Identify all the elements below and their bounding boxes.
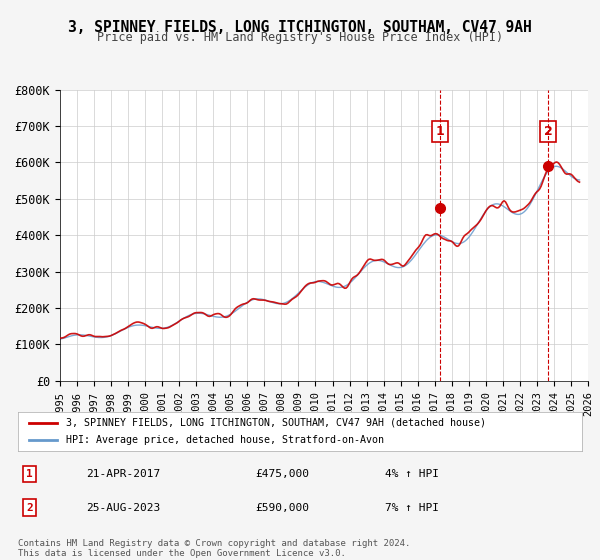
Text: HPI: Average price, detached house, Stratford-on-Avon: HPI: Average price, detached house, Stra… bbox=[66, 435, 384, 445]
Text: 1: 1 bbox=[26, 469, 32, 479]
Text: 21-APR-2017: 21-APR-2017 bbox=[86, 469, 160, 479]
Text: 25-AUG-2023: 25-AUG-2023 bbox=[86, 502, 160, 512]
Text: Contains HM Land Registry data © Crown copyright and database right 2024.: Contains HM Land Registry data © Crown c… bbox=[18, 539, 410, 548]
Text: 7% ↑ HPI: 7% ↑ HPI bbox=[385, 502, 439, 512]
Text: Price paid vs. HM Land Registry's House Price Index (HPI): Price paid vs. HM Land Registry's House … bbox=[97, 31, 503, 44]
Text: 1: 1 bbox=[436, 125, 444, 138]
Text: 3, SPINNEY FIELDS, LONG ITCHINGTON, SOUTHAM, CV47 9AH: 3, SPINNEY FIELDS, LONG ITCHINGTON, SOUT… bbox=[68, 20, 532, 35]
Text: £475,000: £475,000 bbox=[255, 469, 309, 479]
Text: 4% ↑ HPI: 4% ↑ HPI bbox=[385, 469, 439, 479]
Text: 3, SPINNEY FIELDS, LONG ITCHINGTON, SOUTHAM, CV47 9AH (detached house): 3, SPINNEY FIELDS, LONG ITCHINGTON, SOUT… bbox=[66, 418, 486, 428]
Text: This data is licensed under the Open Government Licence v3.0.: This data is licensed under the Open Gov… bbox=[18, 549, 346, 558]
Text: £590,000: £590,000 bbox=[255, 502, 309, 512]
Text: 2: 2 bbox=[26, 502, 32, 512]
Text: 2: 2 bbox=[544, 125, 553, 138]
